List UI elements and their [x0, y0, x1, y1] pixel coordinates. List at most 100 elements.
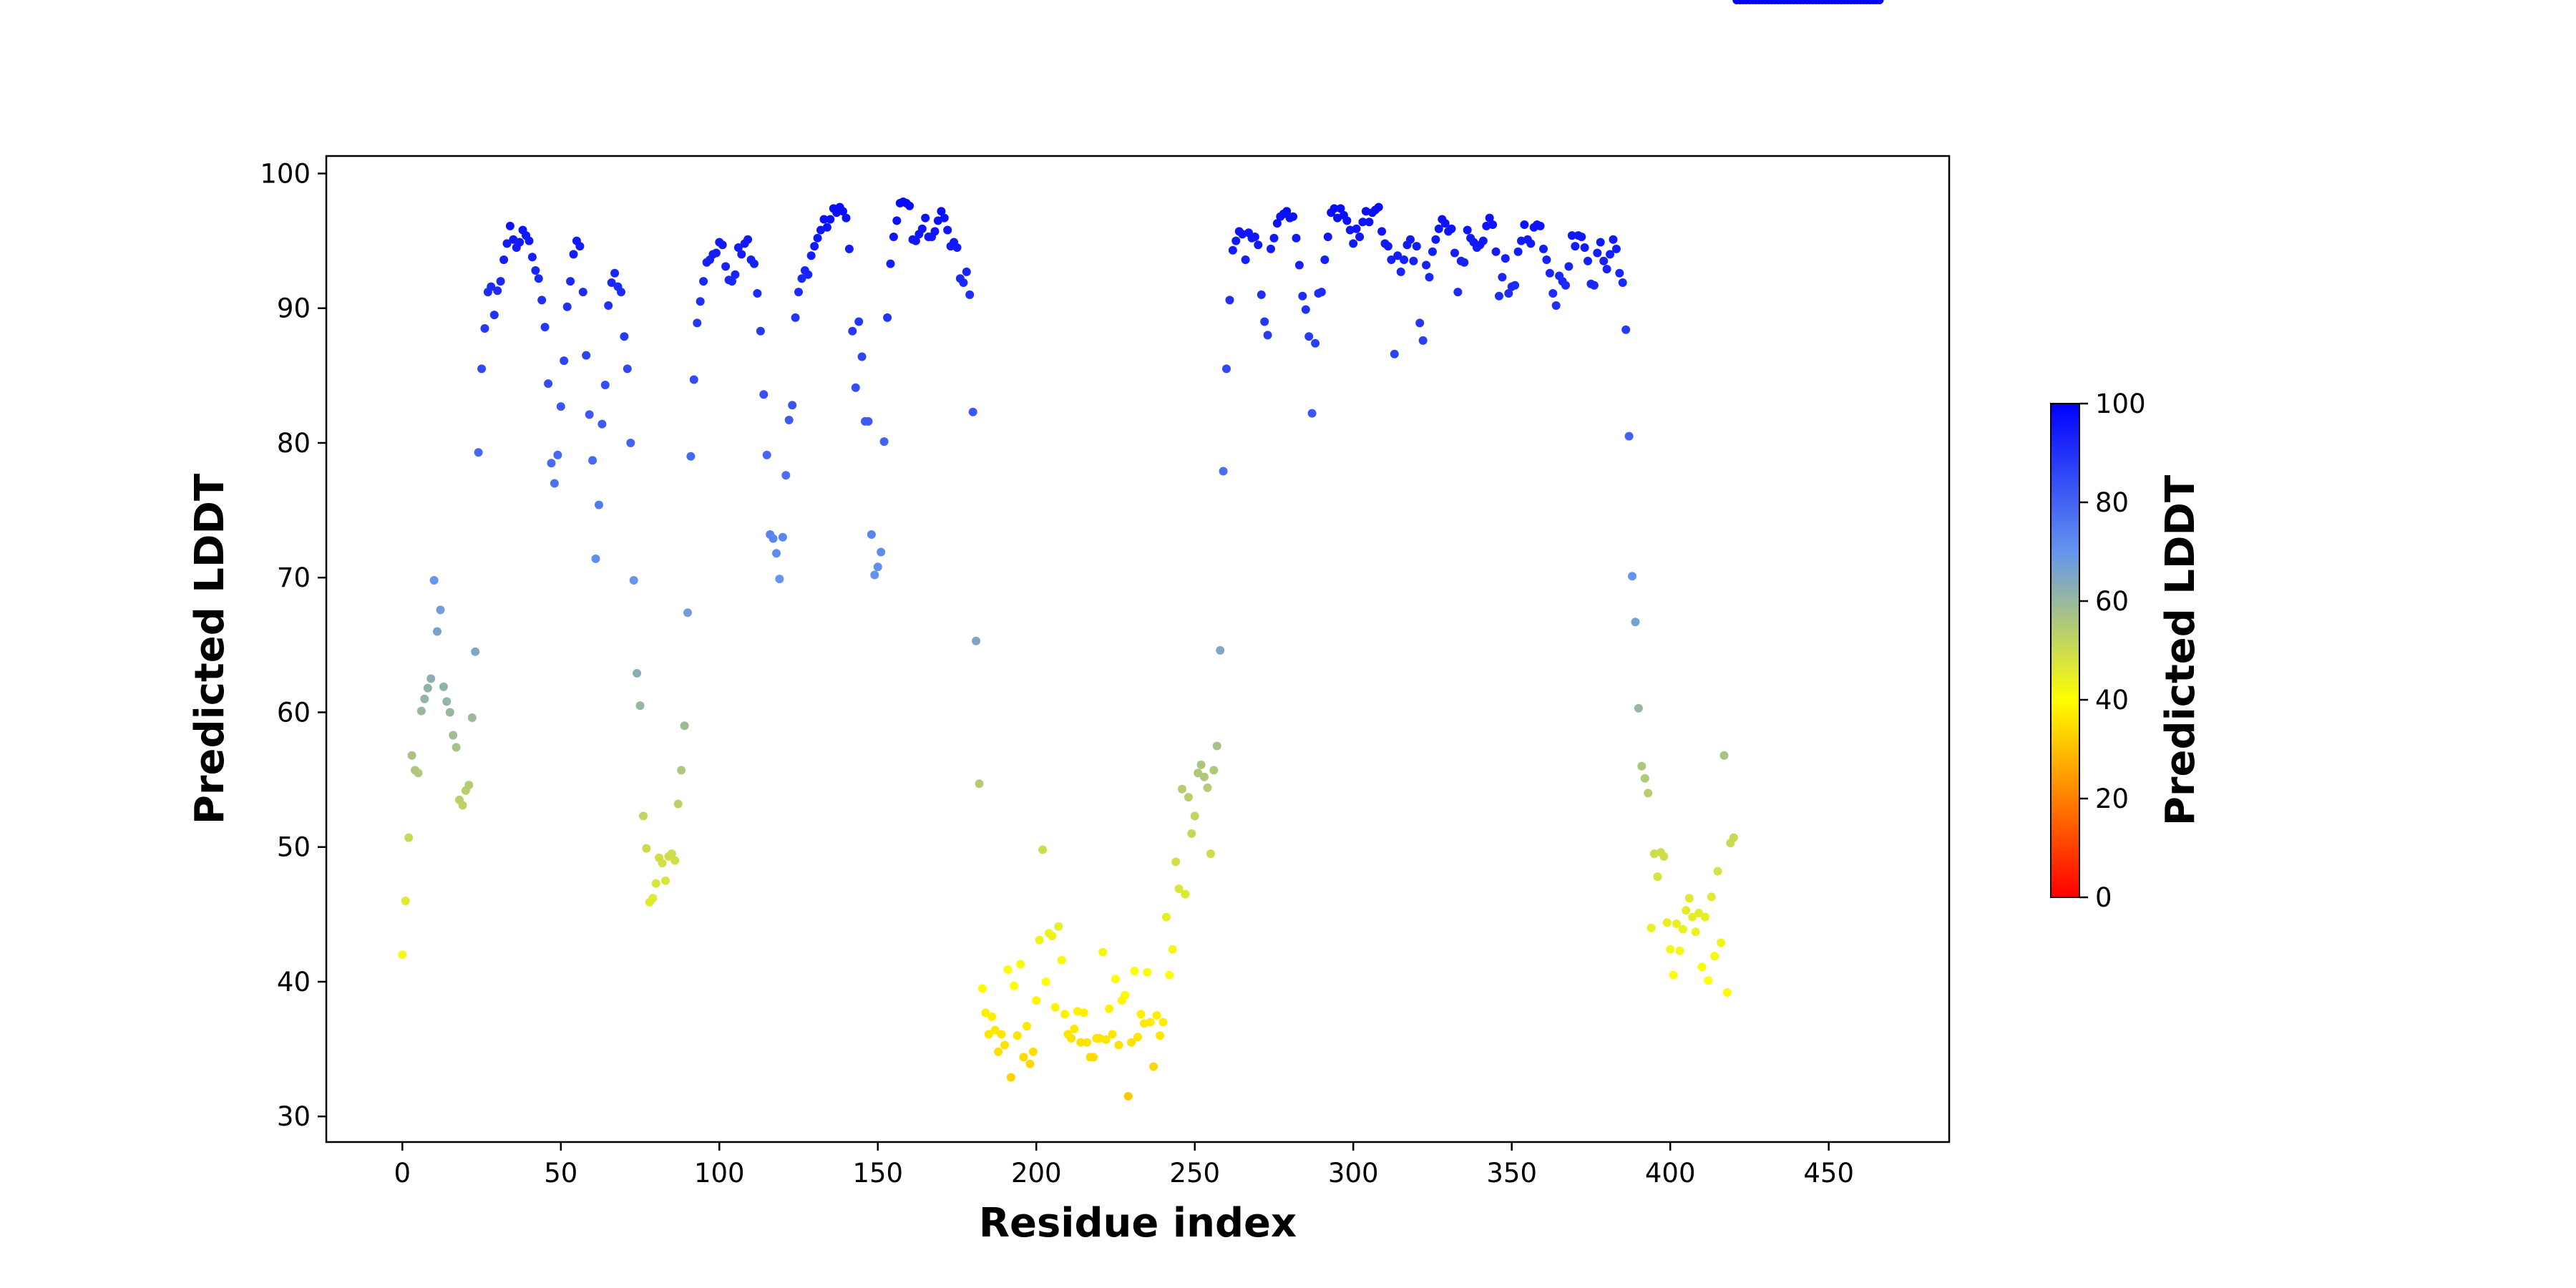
data-point	[940, 213, 949, 223]
data-point	[1181, 889, 1190, 899]
x-tick-label: 50	[544, 1158, 577, 1189]
data-point	[1400, 255, 1409, 264]
colorbar-tick-label: 100	[2095, 389, 2146, 419]
data-point	[1517, 236, 1526, 245]
data-point	[1713, 867, 1722, 876]
data-point	[1669, 970, 1678, 980]
scatter-points	[398, 0, 1884, 1101]
data-point	[1304, 332, 1314, 341]
data-point	[1225, 296, 1234, 305]
data-point	[1336, 204, 1345, 213]
data-point	[693, 318, 702, 328]
data-point	[1038, 845, 1048, 854]
data-point	[626, 439, 635, 447]
data-point	[667, 849, 676, 859]
data-point	[404, 833, 414, 842]
data-point	[806, 251, 816, 260]
data-point	[1377, 227, 1387, 236]
data-point	[772, 549, 781, 558]
data-point	[1294, 260, 1304, 270]
data-point	[477, 364, 487, 374]
data-point	[442, 697, 452, 706]
data-point	[1501, 254, 1510, 263]
data-point	[981, 1008, 990, 1018]
data-point	[1609, 235, 1618, 244]
data-point	[426, 674, 436, 683]
data-point	[499, 255, 509, 264]
data-point	[762, 450, 771, 459]
data-point	[550, 479, 559, 488]
data-point	[556, 402, 565, 411]
data-point	[1624, 431, 1634, 441]
data-point	[1717, 938, 1726, 947]
data-point	[851, 383, 860, 392]
data-point	[1076, 1038, 1085, 1047]
data-point	[1219, 467, 1228, 476]
data-point	[1447, 224, 1456, 233]
data-point	[1311, 338, 1320, 348]
data-point	[1050, 1002, 1060, 1012]
data-point	[886, 259, 895, 268]
data-point	[1083, 1038, 1092, 1047]
x-axis: 0 50 100 150 200 250 300 350 400 450	[394, 1142, 1854, 1189]
data-point	[1317, 288, 1326, 297]
data-point	[1143, 967, 1152, 977]
data-point	[1577, 233, 1586, 241]
data-point	[642, 844, 651, 853]
x-tick-label: 150	[852, 1158, 903, 1189]
data-point	[604, 301, 613, 310]
data-point	[1551, 301, 1561, 310]
data-point	[1498, 273, 1507, 282]
data-point	[680, 721, 689, 731]
data-point	[975, 779, 984, 789]
colorbar-tick-label: 80	[2095, 487, 2129, 518]
data-point	[597, 419, 607, 429]
colorbar-tick-label: 60	[2095, 586, 2129, 617]
data-point	[474, 448, 483, 457]
data-point	[873, 562, 882, 572]
data-point	[1190, 811, 1199, 821]
data-point	[1355, 233, 1365, 241]
data-point	[1010, 981, 1019, 990]
data-point	[1206, 849, 1215, 859]
data-point	[711, 248, 721, 258]
y-axis-label: Predicted LDDT	[187, 474, 233, 824]
data-point	[1659, 852, 1669, 861]
data-point	[1289, 212, 1298, 221]
data-point	[1149, 1062, 1158, 1071]
data-point	[1168, 945, 1177, 954]
data-point	[867, 530, 876, 539]
data-point	[1203, 783, 1212, 792]
data-point	[1628, 572, 1636, 581]
data-point	[1634, 703, 1643, 713]
data-point	[1564, 262, 1574, 271]
data-point	[429, 576, 439, 585]
data-point	[540, 323, 550, 332]
data-point	[731, 270, 740, 279]
data-point	[977, 984, 987, 993]
colorbar-tick-label: 20	[2095, 784, 2129, 814]
data-point	[1707, 892, 1716, 902]
data-point	[962, 267, 971, 276]
data-point	[658, 859, 667, 868]
data-point	[493, 286, 502, 296]
data-point	[467, 713, 477, 722]
data-point	[651, 879, 660, 888]
data-point	[648, 894, 658, 903]
data-point	[566, 277, 575, 286]
data-point	[689, 375, 698, 384]
data-point	[1415, 318, 1425, 328]
data-point	[911, 236, 920, 245]
data-point	[1358, 218, 1367, 227]
data-point	[1257, 290, 1266, 299]
data-point	[813, 233, 822, 243]
data-point	[1161, 912, 1171, 922]
y-tick-label: 90	[277, 293, 311, 324]
data-point	[496, 277, 505, 286]
data-point	[670, 856, 680, 865]
data-point	[1133, 1033, 1142, 1042]
data-point	[452, 743, 461, 752]
data-point	[1545, 268, 1554, 278]
data-point	[1561, 280, 1570, 290]
data-point	[610, 268, 620, 278]
